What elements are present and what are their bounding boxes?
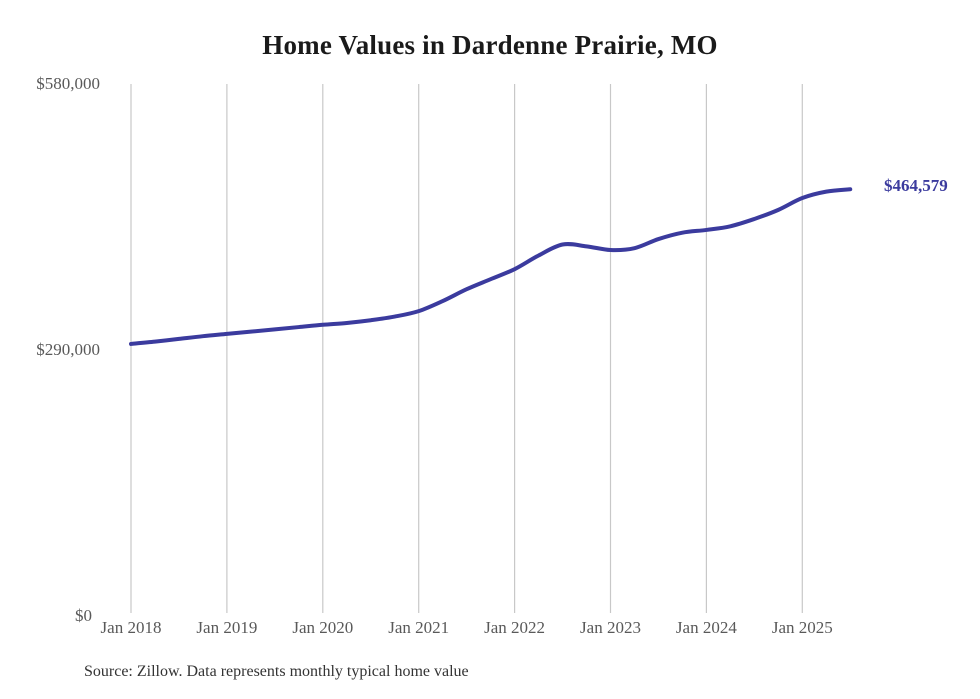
x-axis-tick-label: Jan 2020 — [292, 618, 354, 637]
chart-title: Home Values in Dardenne Prairie, MO — [262, 30, 718, 60]
x-axis-tick-label: Jan 2019 — [196, 618, 258, 637]
y-axis-tick-label-mid: $290,000 — [36, 340, 100, 359]
x-axis-tick-label: Jan 2021 — [388, 618, 450, 637]
series-line — [129, 187, 853, 346]
x-axis-tick-label: Jan 2022 — [484, 618, 546, 637]
x-axis-tick-label: Jan 2024 — [675, 618, 737, 637]
x-axis-tick-label: Jan 2025 — [771, 618, 833, 637]
y-axis-tick-label-top: $580,000 — [36, 74, 100, 93]
y-axis-tick-label-zero: $0 — [75, 606, 92, 625]
gridlines-group — [130, 84, 803, 613]
source-note: Source: Zillow. Data represents monthly … — [84, 663, 469, 680]
x-axis-tick-label: Jan 2023 — [580, 618, 641, 637]
x-axis-tick-label: Jan 2018 — [100, 618, 162, 637]
end-value-annotation: $464,579 — [884, 176, 948, 195]
data-series-group — [129, 187, 853, 346]
